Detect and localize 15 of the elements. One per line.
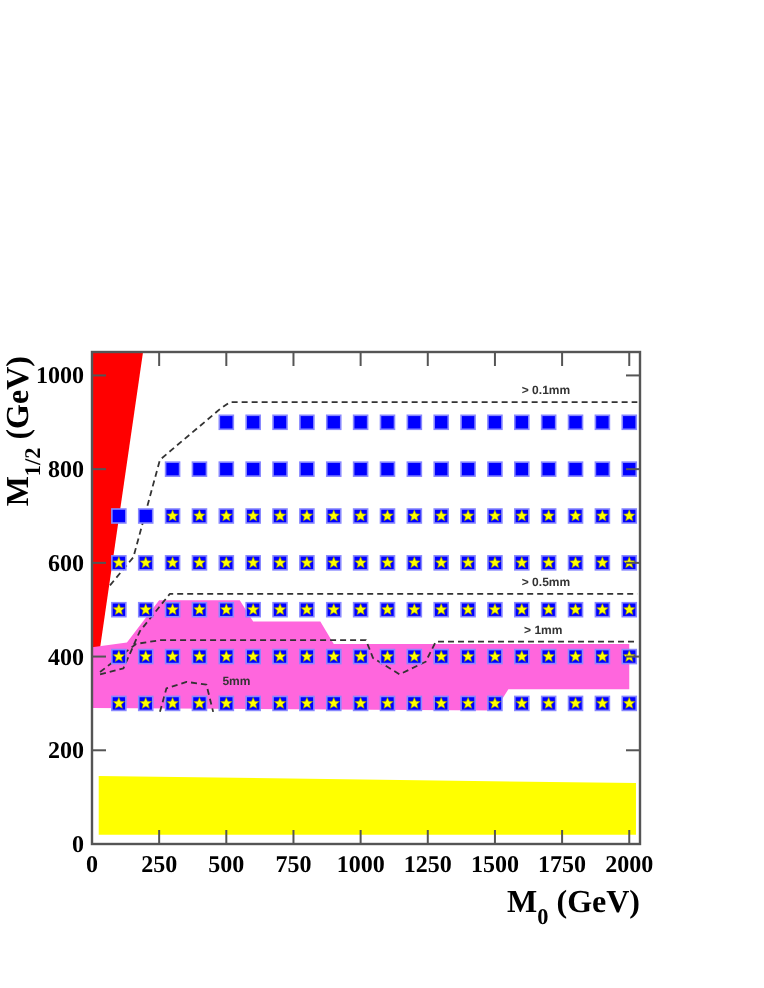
x-tick-label: 2000	[605, 850, 654, 878]
y-tick-label: 800	[48, 455, 84, 484]
y-tick-label: 200	[48, 736, 84, 765]
x-tick-label: 1500	[470, 850, 519, 878]
y-tick-label: 600	[48, 548, 84, 577]
y-tick-label: 400	[48, 642, 84, 671]
x-tick-label: 750	[275, 850, 312, 878]
y-tick-label: 1000	[36, 361, 84, 390]
x-tick-label: 500	[208, 850, 245, 878]
x-tick-label: 1750	[538, 850, 587, 878]
x-tick-label: 1000	[336, 850, 385, 878]
x-tick-label: 250	[141, 850, 178, 878]
x-axis-title: M$_{0}$ (GeV)	[507, 886, 640, 930]
y-tick-label: 0	[72, 830, 84, 858]
x-tick-label: 1250	[403, 850, 452, 878]
